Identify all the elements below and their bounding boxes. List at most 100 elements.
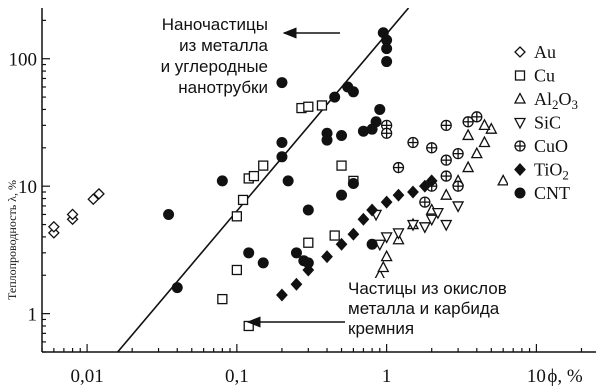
legend-marker-au: [514, 46, 526, 58]
legend-marker-cnt: [514, 187, 526, 199]
point-cnt-dot: [282, 175, 294, 187]
legend-marker-cuo: [514, 140, 526, 152]
point-cnt-dot: [336, 129, 348, 141]
band-layer: [117, 8, 480, 352]
legend-label-cu: Cu: [534, 66, 555, 86]
x-axis-label: ϕ, %: [547, 366, 583, 387]
point-au: [47, 220, 60, 233]
series-cnt: [163, 27, 393, 294]
point-cnt: [276, 137, 288, 149]
point-cu: [248, 170, 260, 182]
point-cnt-dot: [243, 247, 255, 259]
x-tick-label: 1: [382, 366, 392, 387]
point-cnt-dot: [381, 43, 393, 55]
annotation-upper-line: и углеродные: [161, 57, 268, 76]
point-cnt-dot: [276, 137, 288, 149]
band-area-0: [117, 8, 480, 352]
point-cuo: [426, 142, 438, 154]
point-cnt-dot: [366, 238, 378, 250]
x-tick-label: 0,1: [225, 366, 249, 387]
point-cnt-dot: [302, 257, 314, 269]
point-cnt: [381, 43, 393, 55]
point-cnt-dot: [163, 208, 175, 220]
point-cu: [217, 293, 228, 305]
series-au: [47, 187, 105, 239]
point-cu: [243, 320, 254, 332]
legend-marker-al2o3: [513, 92, 527, 104]
point-cnt-dot: [321, 127, 333, 139]
axis-labels: ϕ, % Теплопроводность λ, %: [5, 180, 583, 387]
point-tio2: [290, 277, 303, 291]
point-cu: [237, 194, 249, 206]
y-tick-label: 10: [18, 177, 37, 198]
x-tick-label: 0,01: [70, 366, 103, 387]
point-sic: [425, 214, 438, 227]
point-cu: [336, 160, 347, 171]
legend-marker-cnt-dot: [514, 187, 526, 199]
point-cnt: [357, 125, 369, 137]
point-cuo: [471, 111, 483, 123]
point-tio2: [407, 185, 419, 199]
annotations: Наночастицы из металла и углеродные нанотру…: [120, 13, 574, 340]
point-cnt-dot: [381, 34, 393, 46]
point-tio2: [347, 227, 360, 241]
legend-label-tio2: TiO2: [534, 160, 569, 183]
legend-marker-tio2: [514, 163, 526, 176]
point-cuo: [440, 119, 452, 132]
legend-label-cuo: CuO: [534, 136, 568, 156]
data-points: [47, 27, 569, 332]
band-left-line: [117, 8, 410, 352]
point-al2o3: [462, 128, 475, 141]
point-sic: [440, 219, 453, 232]
point-cnt: [282, 175, 294, 187]
point-cnt-dot: [276, 77, 288, 89]
point-au: [93, 187, 105, 200]
point-al2o3: [478, 135, 491, 148]
point-cuo: [392, 161, 405, 174]
series-tio2: [276, 174, 438, 302]
point-tio2: [392, 188, 405, 202]
point-cnt: [370, 116, 382, 128]
point-cu: [258, 160, 269, 171]
point-cuo: [440, 170, 452, 182]
point-cnt: [216, 175, 228, 187]
point-cnt: [381, 56, 393, 68]
point-cnt-dot: [381, 56, 393, 68]
point-cnt-dot: [302, 204, 314, 216]
point-cu: [231, 264, 243, 276]
annotation-upper-line: из металла: [179, 36, 268, 55]
point-cnt-dot: [374, 103, 386, 115]
point-cnt: [374, 103, 386, 115]
x-tick-label: 10: [527, 366, 546, 387]
y-tick-label: 100: [9, 50, 38, 71]
point-cnt: [347, 86, 359, 98]
point-cnt: [381, 34, 393, 46]
point-al2o3: [377, 260, 390, 273]
point-cnt: [329, 91, 341, 103]
point-au: [87, 193, 100, 206]
point-cnt-dot: [276, 151, 288, 163]
point-cnt-dot: [257, 257, 269, 269]
point-cuo: [380, 127, 393, 139]
annotation-upper-line: Наночастицы: [162, 15, 268, 34]
annotation-upper-line: нанотрубки: [178, 78, 268, 97]
point-cnt: [321, 127, 333, 139]
legend-label-cnt: CNT: [534, 183, 570, 203]
point-sic: [380, 232, 393, 244]
point-cnt: [257, 257, 269, 269]
point-al2o3: [440, 188, 453, 200]
point-cnt-dot: [347, 86, 359, 98]
annotation-bg-lower: [344, 278, 574, 340]
point-cnt: [302, 204, 314, 216]
point-cnt: [302, 257, 314, 269]
annotation-lower-line: Частицы из окислов: [348, 279, 507, 298]
point-cnt: [347, 177, 359, 189]
series-cu: [217, 100, 359, 332]
point-cnt-dot: [290, 247, 302, 259]
point-cnt: [171, 282, 183, 294]
point-tio2: [425, 174, 438, 188]
point-sic: [452, 201, 465, 213]
point-cnt: [276, 77, 288, 89]
